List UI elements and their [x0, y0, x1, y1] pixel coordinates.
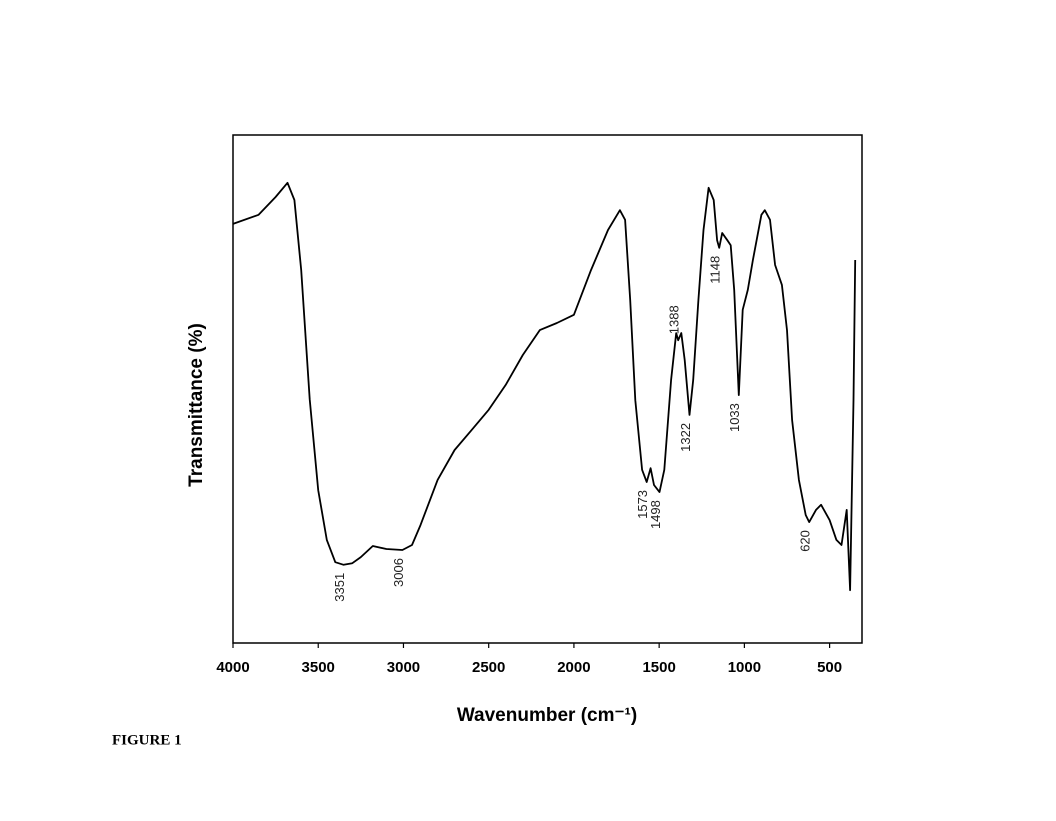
- peak-label: 1388: [667, 305, 682, 334]
- x-tick-label: 3500: [302, 659, 335, 676]
- x-axis-label: Wavenumber (cm⁻¹): [457, 705, 637, 726]
- peak-label: 1322: [678, 423, 693, 452]
- peak-label: 1148: [708, 256, 723, 284]
- peak-label: 3006: [391, 558, 406, 587]
- peak-label: 3351: [332, 573, 347, 602]
- peak-label: 1573: [635, 490, 650, 519]
- x-tick-label: 4000: [216, 659, 249, 676]
- x-tick-label: 2000: [557, 659, 590, 676]
- peak-label: 620: [798, 530, 813, 552]
- peak-label: 1498: [648, 500, 663, 529]
- spectrum-line: [232, 181, 857, 592]
- y-axis-label: Transmittance (%): [186, 323, 207, 487]
- plot-frame: [232, 134, 863, 644]
- x-tick-label: 500: [817, 659, 842, 676]
- figure-caption: FIGURE 1: [112, 732, 182, 748]
- x-tick-label: 1500: [642, 659, 675, 676]
- x-tick-label: 1000: [728, 659, 761, 676]
- x-tick-label: 2500: [472, 659, 505, 676]
- peak-label: 1033: [727, 403, 742, 432]
- x-tick-label: 3000: [387, 659, 420, 676]
